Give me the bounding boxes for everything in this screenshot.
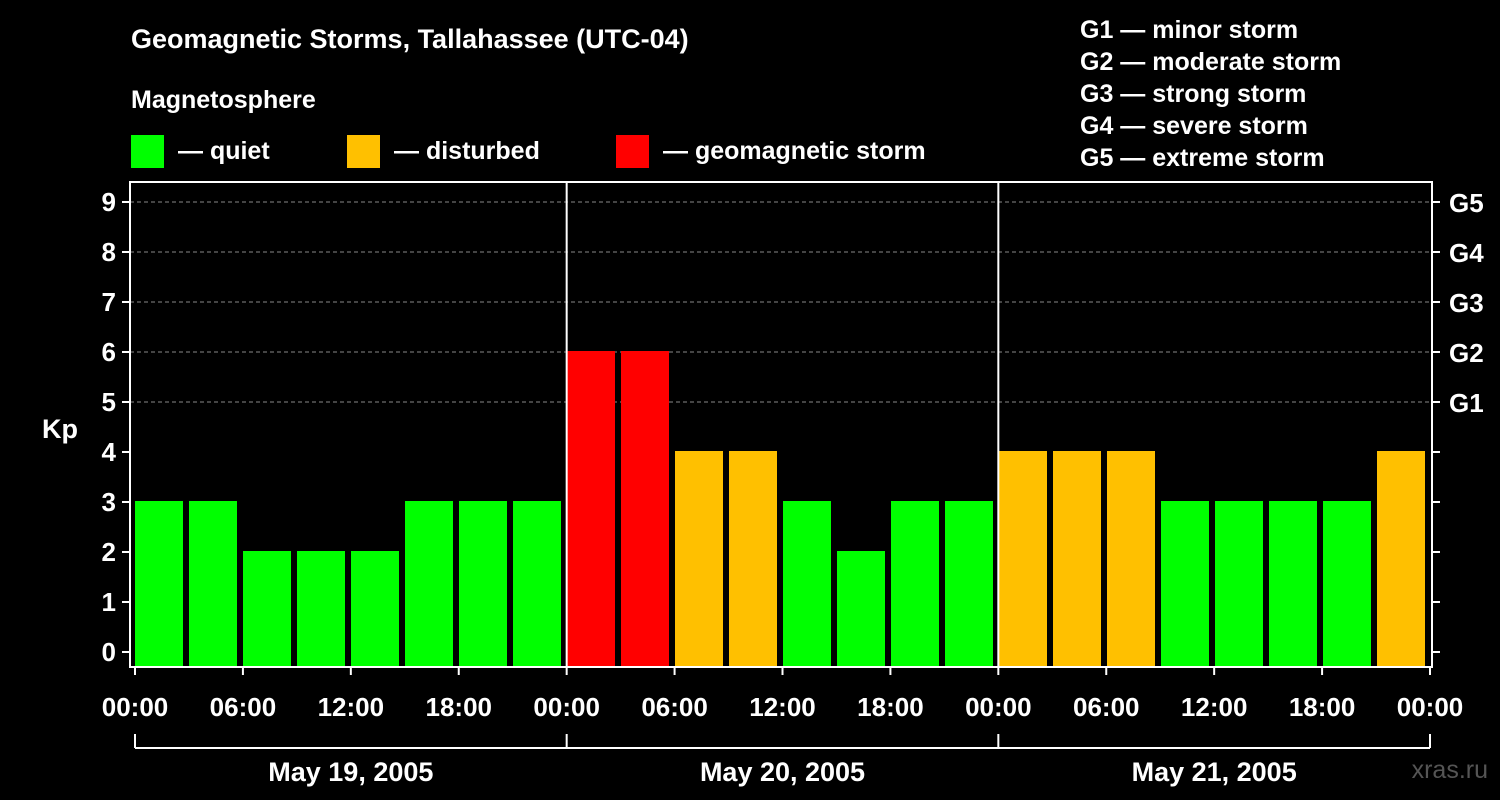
kp-bar <box>675 451 723 667</box>
kp-bar <box>999 451 1047 667</box>
kp-bar <box>243 551 291 667</box>
y-tick-label: 7 <box>102 287 116 317</box>
kp-bar <box>513 501 561 667</box>
x-tick-label: 00:00 <box>102 692 169 722</box>
plot-frame <box>129 181 1433 668</box>
y-tick-label: 1 <box>102 587 116 617</box>
kp-bar <box>1323 501 1371 667</box>
x-tick-label: 06:00 <box>210 692 277 722</box>
x-tick-label: 00:00 <box>965 692 1032 722</box>
day-label: May 21, 2005 <box>1132 757 1297 787</box>
chart-title: Geomagnetic Storms, Tallahassee (UTC-04) <box>131 24 689 54</box>
y-tick-label: 9 <box>102 187 116 217</box>
legend-swatch-storm <box>616 134 649 168</box>
kp-bar <box>567 351 615 667</box>
kp-bar <box>297 551 345 667</box>
kp-bar <box>729 451 777 667</box>
x-tick-label: 06:00 <box>641 692 708 722</box>
x-tick-label: 18:00 <box>1289 692 1356 722</box>
g-scale-item: G5 — extreme storm <box>1080 144 1325 172</box>
kp-bar <box>783 501 831 667</box>
g-scale-tick-label: G4 <box>1449 238 1484 268</box>
kp-bar <box>189 501 237 667</box>
legend-quiet: — quiet <box>131 134 270 168</box>
y-tick-label: 0 <box>102 637 116 667</box>
watermark: xras.ru <box>1411 756 1488 784</box>
y-tick-label: 8 <box>102 237 116 267</box>
x-tick-label: 00:00 <box>533 692 600 722</box>
kp-bar <box>945 501 993 667</box>
kp-bar <box>837 551 885 667</box>
kp-bar <box>891 501 939 667</box>
kp-bar <box>459 501 507 667</box>
legend-swatch-quiet <box>131 134 164 168</box>
kp-bar <box>351 551 399 667</box>
kp-bar <box>1269 501 1317 667</box>
g-scale-tick-label: G3 <box>1449 288 1484 318</box>
day-label: May 20, 2005 <box>700 757 865 787</box>
g-scale-legend: G1 — minor storm G2 — moderate storm G3 … <box>1080 14 1341 174</box>
kp-bar <box>135 501 183 667</box>
magnetosphere-label: Magnetosphere <box>131 86 316 114</box>
kp-bar <box>1215 501 1263 667</box>
g-scale-item: G2 — moderate storm <box>1080 48 1342 76</box>
kp-bar <box>1053 451 1101 667</box>
kp-bar <box>405 501 453 667</box>
legend-swatch-disturbed <box>347 134 380 168</box>
g-scale-tick-label: G2 <box>1449 338 1484 368</box>
g-scale-item: G3 — strong storm <box>1080 80 1307 108</box>
kp-bar <box>1107 451 1155 667</box>
x-tick-label: 12:00 <box>749 692 816 722</box>
y-tick-label: 6 <box>102 337 116 367</box>
y-tick-label: 2 <box>102 537 116 567</box>
legend-disturbed: — disturbed <box>347 134 540 168</box>
kp-bar <box>621 351 669 667</box>
x-tick-label: 12:00 <box>1181 692 1248 722</box>
g-scale-item: G1 — minor storm <box>1080 16 1299 44</box>
g-scale-item: G4 — severe storm <box>1080 112 1308 140</box>
y-tick-label: 5 <box>102 387 116 417</box>
y-tick-label: 3 <box>102 487 116 517</box>
kp-bar <box>1161 501 1209 667</box>
x-tick-label: 18:00 <box>426 692 493 722</box>
day-label: May 19, 2005 <box>268 757 433 787</box>
g-scale-tick-label: G1 <box>1449 388 1484 418</box>
x-tick-label: 18:00 <box>857 692 924 722</box>
g-scale-tick-label: G5 <box>1449 188 1484 218</box>
x-tick-label: 06:00 <box>1073 692 1140 722</box>
x-tick-label: 00:00 <box>1397 692 1464 722</box>
legend-label-disturbed: — disturbed <box>394 136 540 165</box>
legend-label-quiet: — quiet <box>178 136 270 165</box>
x-tick-label: 12:00 <box>318 692 385 722</box>
legend-storm: — geomagnetic storm <box>616 134 926 168</box>
legend-label-storm: — geomagnetic storm <box>663 136 926 165</box>
y-tick-label: 4 <box>102 437 117 467</box>
y-axis-label: Kp <box>42 414 78 444</box>
kp-bar <box>1377 451 1425 667</box>
